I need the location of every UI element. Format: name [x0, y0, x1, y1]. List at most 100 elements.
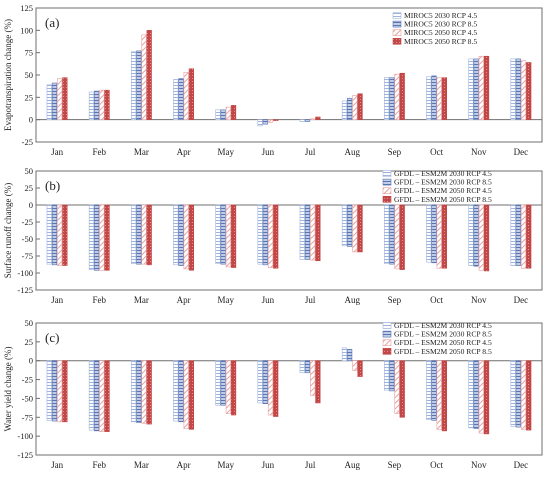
- bar-nov-s4: [483, 360, 490, 435]
- bar-nov-s1: [468, 360, 474, 429]
- panel-label: (c): [45, 330, 59, 345]
- bar-feb-s4: [104, 204, 110, 271]
- bar-apr-s1: [173, 79, 179, 120]
- y-tick-label: -50: [22, 234, 33, 244]
- bar-apr-s2: [178, 204, 184, 266]
- bar-aug-s2: [347, 349, 353, 362]
- bar-feb-s4: [104, 360, 110, 432]
- bar-sep-s4: [399, 360, 405, 418]
- bar-jan-s3: [57, 360, 63, 423]
- bar-mar-s1: [131, 204, 137, 264]
- x-tick-label: Jul: [305, 147, 316, 157]
- bar-jul-s3: [310, 204, 316, 261]
- bar-aug-s4: [357, 204, 363, 253]
- legend-entry: GFDL – ESM2M 2050 RCP 4.5: [394, 186, 492, 195]
- x-tick-label: Apr: [177, 295, 191, 305]
- bar-dec-s1: [510, 204, 516, 266]
- bar-jun-s4: [273, 360, 279, 417]
- bar-jul-s3: [310, 360, 316, 396]
- bar-jul-s2: [304, 360, 311, 374]
- y-tick-label: -25: [22, 137, 33, 147]
- legend-entry: GFDL – ESM2M 2050 RCP 8.5: [394, 347, 492, 356]
- bar-sep-s1: [384, 204, 390, 264]
- bar-feb-s1: [88, 91, 95, 120]
- x-tick-label: Aug: [345, 295, 361, 305]
- bar-oct-s4: [441, 204, 447, 269]
- x-tick-label: Jan: [51, 460, 63, 470]
- panel-label: (b): [45, 178, 60, 193]
- x-tick-label: Oct: [430, 295, 443, 305]
- bar-mar-s4: [146, 360, 152, 425]
- bar-feb-s2: [94, 360, 100, 432]
- bar-may-s3: [225, 204, 231, 268]
- x-tick-label: Jan: [51, 295, 63, 305]
- y-tick-label: 0: [29, 200, 33, 210]
- x-tick-label: Nov: [471, 460, 487, 470]
- x-tick-label: Feb: [93, 460, 107, 470]
- bar-oct-s3: [436, 77, 442, 120]
- legend-swatch: [392, 12, 402, 19]
- bar-mar-s4: [146, 30, 152, 120]
- bar-sep-s2: [389, 204, 395, 265]
- y-tick-label: 50: [25, 70, 34, 80]
- bar-jul-s3: [310, 118, 316, 120]
- y-tick-label: -75: [22, 251, 33, 261]
- bar-oct-s4: [441, 77, 447, 120]
- x-tick-label: May: [218, 460, 235, 470]
- bar-jan-s4: [62, 77, 68, 120]
- x-tick-label: Feb: [93, 295, 107, 305]
- bar-feb-s3: [99, 204, 105, 271]
- bar-jan-s1: [46, 84, 52, 120]
- bar-jul-s1: [299, 119, 305, 122]
- bar-sep-s4: [399, 204, 405, 270]
- bar-mar-s1: [131, 51, 137, 120]
- bar-nov-s3: [478, 204, 484, 271]
- bar-nov-s3: [478, 360, 484, 434]
- bar-dec-s3: [520, 204, 527, 269]
- bar-nov-s3: [478, 55, 484, 120]
- y-tick-label: -125: [17, 285, 33, 295]
- x-tick-label: Apr: [177, 460, 191, 470]
- x-tick-label: Jun: [262, 460, 275, 470]
- x-tick-label: Dec: [514, 295, 529, 305]
- bar-dec-s2: [515, 204, 521, 266]
- legend-swatch: [382, 187, 392, 194]
- x-tick-label: Jun: [262, 295, 275, 305]
- bar-oct-s4: [441, 360, 447, 432]
- bar-oct-s2: [431, 75, 437, 120]
- bar-dec-s3: [520, 60, 527, 120]
- y-tick-label: -50: [22, 393, 33, 403]
- bar-oct-s1: [426, 204, 432, 263]
- panel-1: -25 0 25 50 75 100 125 Jan Feb Mar Apr May Jun Jul Aug…: [3, 3, 543, 157]
- bar-may-s3: [225, 360, 231, 414]
- x-tick-label: Nov: [471, 295, 487, 305]
- y-tick-label: 50: [25, 166, 34, 176]
- bar-nov-s4: [483, 204, 490, 272]
- x-tick-label: Dec: [514, 460, 529, 470]
- bar-feb-s2: [94, 204, 100, 271]
- bar-feb-s3: [99, 360, 105, 432]
- y-tick-label: 75: [25, 48, 34, 58]
- bar-jan-s1: [46, 360, 52, 421]
- bar-mar-s3: [141, 360, 147, 424]
- legend-entry: GFDL – ESM2M 2030 RCP 8.5: [394, 178, 492, 187]
- bar-dec-s1: [510, 360, 516, 427]
- plot-frame: [35, 322, 543, 456]
- x-tick-label: Mar: [134, 460, 149, 470]
- bar-nov-s2: [473, 204, 479, 267]
- bar-aug-s3: [352, 95, 358, 120]
- bar-mar-s3: [141, 204, 147, 265]
- x-tick-label: Oct: [430, 460, 443, 470]
- bar-aug-s2: [347, 204, 353, 247]
- x-tick-label: Jun: [262, 147, 275, 157]
- bar-feb-s1: [88, 360, 95, 431]
- bar-may-s4: [230, 105, 237, 120]
- bar-sep-s2: [389, 360, 395, 392]
- bar-mar-s3: [141, 34, 147, 120]
- bar-aug-s1: [341, 204, 348, 247]
- bar-may-s4: [230, 360, 237, 416]
- legend-entry: GFDL – ESM2M 2030 RCP 4.5: [394, 169, 492, 178]
- bar-may-s4: [230, 204, 237, 268]
- bar-oct-s1: [426, 76, 432, 120]
- bar-dec-s1: [510, 58, 516, 120]
